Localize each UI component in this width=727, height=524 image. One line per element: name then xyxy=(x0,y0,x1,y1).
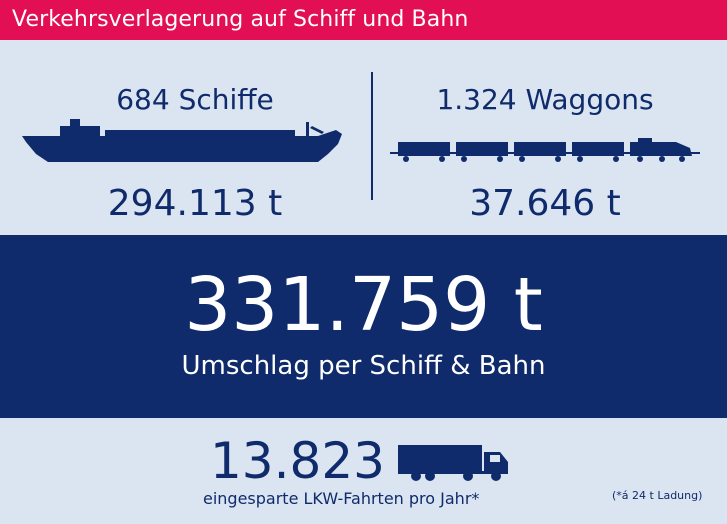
total-band: 331.759 t Umschlag per Schiff & Bahn xyxy=(0,235,727,418)
truck-label: eingesparte LKW-Fahrten pro Jahr* xyxy=(203,489,480,508)
truck-icon xyxy=(398,445,508,481)
ship-tons: 294.113 t xyxy=(107,183,283,224)
truck-count: 13.823 xyxy=(210,432,385,490)
total-label: Umschlag per Schiff & Bahn xyxy=(181,351,546,381)
rail-count: 1.324 Waggons xyxy=(436,83,654,116)
page-title: Verkehrsverlagerung auf Schiff und Bahn xyxy=(12,7,469,32)
header-bar: Verkehrsverlagerung auf Schiff und Bahn xyxy=(0,0,727,40)
train-icon xyxy=(390,138,700,162)
column-divider xyxy=(371,72,373,200)
total-tons: 331.759 t xyxy=(184,262,543,348)
rail-tons: 37.646 t xyxy=(469,183,621,224)
ship-count: 684 Schiffe xyxy=(116,83,274,116)
footnote: (*á 24 t Ladung) xyxy=(612,489,703,502)
ship-icon xyxy=(22,119,342,162)
